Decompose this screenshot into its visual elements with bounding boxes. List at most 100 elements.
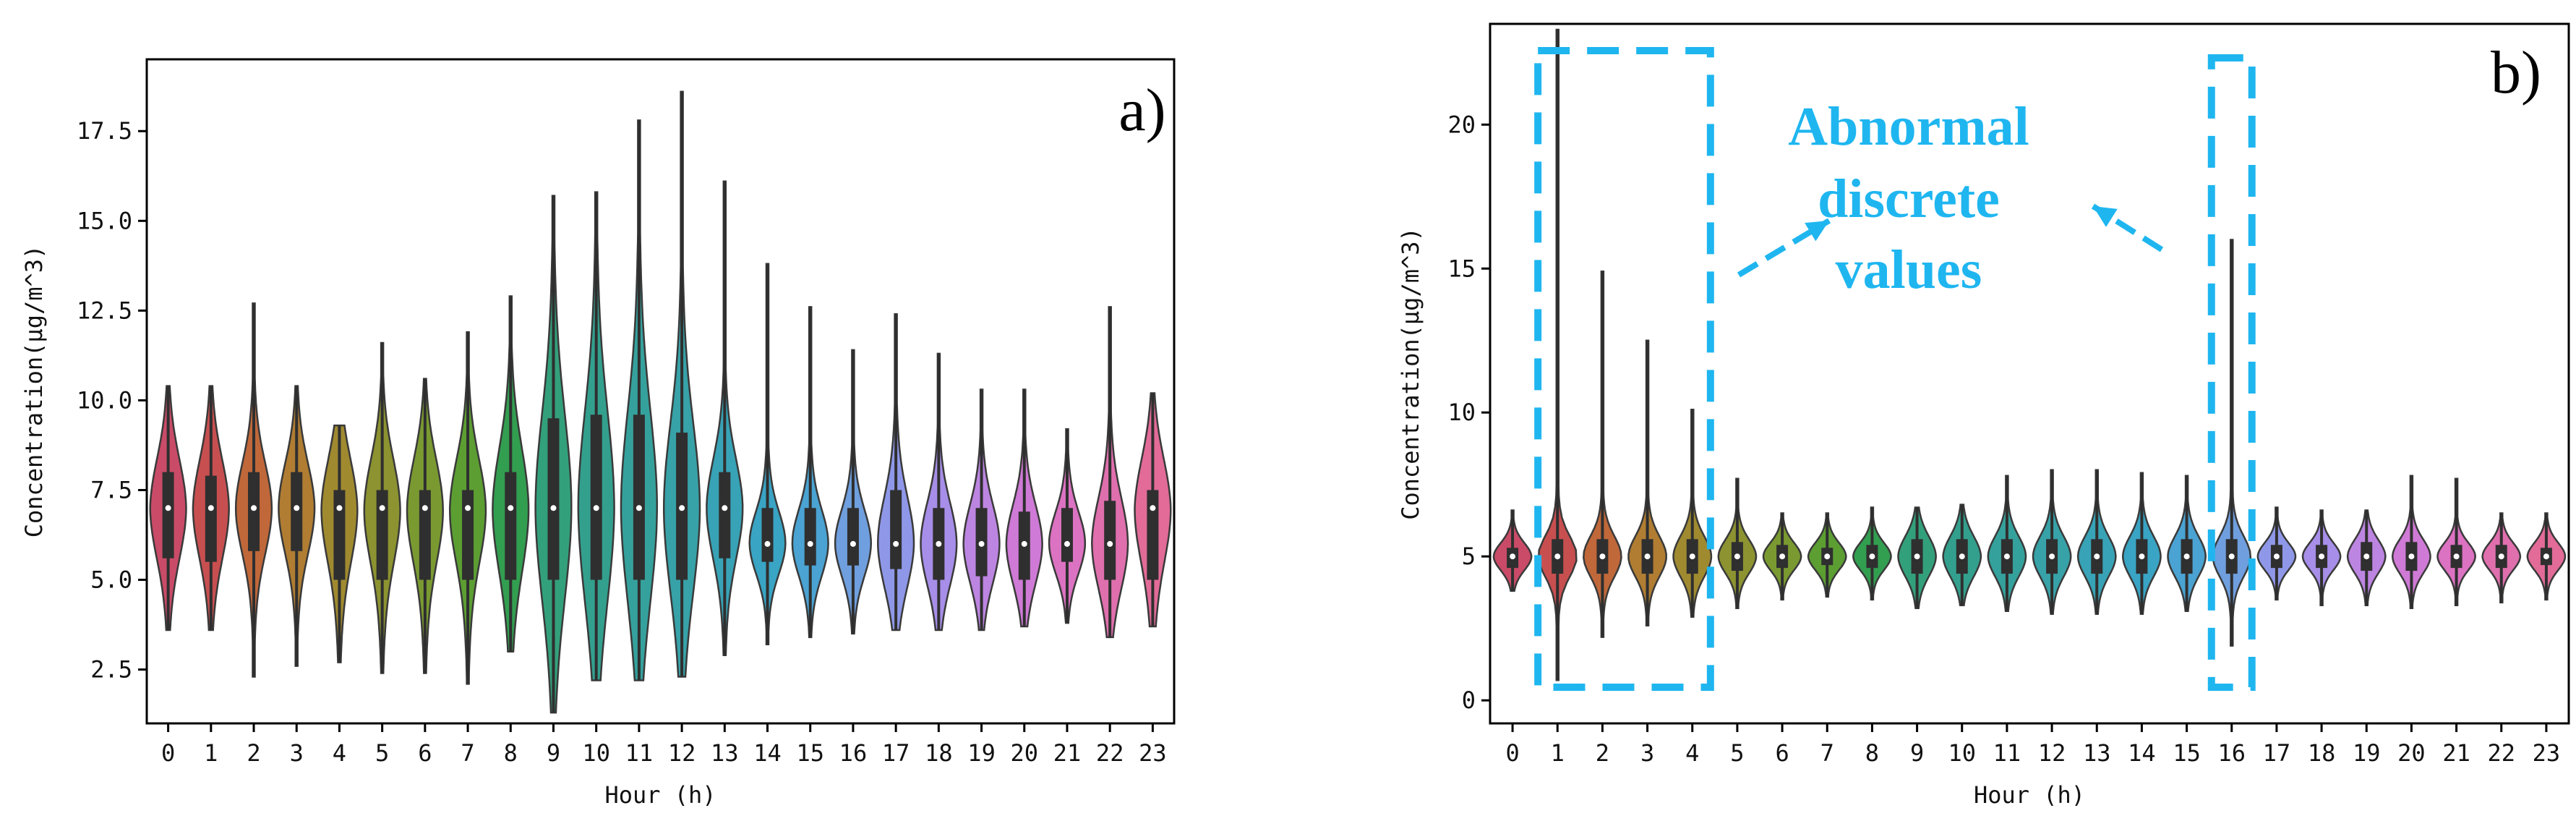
violin-median-dot-hour-13 [2094,553,2100,560]
violin-iqr-box-hour-14 [761,508,774,562]
violin-median-dot-hour-5 [1734,553,1740,560]
x-tick-label: 13 [711,739,739,767]
violin-iqr-box-hour-17 [890,490,902,569]
y-tick-label: 12.5 [77,297,132,324]
annotation-arrow-left-shaft [1737,218,1831,278]
x-axis-label: Hour (h) [1974,781,2085,809]
annotation-text-line-2: discrete [1818,169,2000,229]
y-axis-label: Concentration(μg/m^3) [20,245,48,538]
violin-iqr-box-hour-2 [248,472,260,551]
violin-iqr-box-hour-23 [1147,490,1159,580]
violin-iqr-box-hour-5 [376,490,388,580]
panel-a-violin-chart: 2.5 5.0 7.5 10.0 12.5 15.0 17.5 Concentration(μ… [20,58,1176,809]
x-tick-label: 5 [375,739,389,767]
panel-label: b) [2491,39,2541,106]
violin-iqr-box-hour-3 [291,472,303,551]
violin-iqr-box-hour-1 [205,475,217,562]
violin-median-dot-hour-20 [2408,553,2415,560]
violin-median-dot-hour-12 [679,505,685,511]
x-tick-label: 5 [1730,739,1744,767]
y-tick-label: 5.0 [90,566,132,594]
annotation-text-line-3: values [1836,239,1982,300]
plot-frame [1489,22,2570,725]
x-tick-label: 23 [2533,739,2561,767]
x-tick-label: 1 [204,739,218,767]
x-tick-label: 15 [796,739,824,767]
x-tick-label: 19 [967,739,996,767]
violin-median-dot-hour-9 [1914,553,1920,560]
x-tick-label: 13 [2083,739,2111,767]
x-tick-label: 17 [2263,739,2291,767]
violin-iqr-box-hour-0 [162,472,174,558]
violin-median-dot-hour-18 [2319,553,2325,560]
violin-median-dot-hour-6 [422,505,428,511]
x-tick-label: 12 [2038,739,2066,767]
violin-median-dot-hour-17 [893,540,899,547]
violin-iqr-box-hour-10 [590,414,602,580]
x-tick-label: 14 [753,739,782,767]
x-tick-label: 0 [161,739,175,767]
x-tick-label: 16 [839,739,868,767]
y-tick-label: 10.0 [77,386,132,414]
violin-median-dot-hour-13 [722,505,728,511]
violin-median-dot-hour-10 [1959,553,1965,560]
violin-median-dot-hour-4 [336,505,343,511]
y-tick-label: 15 [1447,255,1476,282]
violin-median-dot-hour-14 [2139,553,2145,560]
annotation-text-line-1: Abnormal [1788,96,2029,157]
violin-median-dot-hour-2 [251,505,257,511]
violin-median-dot-hour-15 [2183,553,2190,560]
violin-median-dot-hour-2 [1599,553,1606,560]
x-tick-label: 7 [1820,739,1834,767]
x-tick-label: 15 [2173,739,2201,767]
violin-iqr-box-hour-4 [333,490,346,580]
y-tick-label: 20 [1447,111,1476,138]
x-tick-label: 6 [1775,739,1789,767]
x-tick-label: 10 [1948,739,1976,767]
y-tick-label: 2.5 [90,656,132,684]
violin-median-dot-hour-6 [1779,553,1786,560]
violin-median-dot-hour-21 [2453,553,2460,560]
violin-iqr-box-hour-8 [505,472,517,580]
plot-frame [145,58,1176,725]
x-tick-label: 1 [1551,739,1565,767]
x-tick-label: 21 [2442,739,2470,767]
x-tick-label: 3 [1640,739,1654,767]
violin-median-dot-hour-5 [379,505,385,511]
violin-median-dot-hour-19 [978,540,985,547]
x-tick-label: 14 [2128,739,2156,767]
y-tick-label: 17.5 [77,117,132,145]
violin-median-dot-hour-16 [2228,553,2235,560]
violin-median-dot-hour-9 [550,505,557,511]
x-tick-label: 4 [1685,739,1699,767]
violin-iqr-box-hour-22 [1104,501,1116,580]
violin-median-dot-hour-3 [294,505,300,511]
violin-median-dot-hour-16 [850,540,856,547]
y-tick-label: 5 [1462,543,1476,570]
x-tick-label: 9 [1910,739,1924,767]
x-tick-label: 22 [2487,739,2515,767]
violin-iqr-box-hour-16 [847,508,859,566]
highlight-box-hours-1-4 [1534,47,1714,691]
x-tick-label: 21 [1053,739,1082,767]
x-tick-label: 11 [1993,739,2021,767]
x-tick-label: 11 [625,739,654,767]
violin-median-dot-hour-17 [2273,553,2280,560]
violin-iqr-box-hour-13 [719,472,731,558]
violin-median-dot-hour-11 [2003,553,2010,560]
violin-median-dot-hour-7 [465,505,471,511]
violin-median-dot-hour-4 [1689,553,1695,560]
x-tick-label: 17 [882,739,910,767]
violin-iqr-box-hour-7 [462,490,474,580]
x-tick-label: 8 [504,739,518,767]
y-tick-label: 15.0 [77,207,132,234]
x-tick-label: 2 [1596,739,1609,767]
annotation-arrow-right-head [2093,206,2118,227]
x-tick-label: 22 [1096,739,1124,767]
violin-median-dot-hour-0 [165,505,171,511]
violin-median-dot-hour-18 [936,540,942,547]
violin-median-dot-hour-22 [2498,553,2504,560]
x-tick-label: 16 [2217,739,2246,767]
violin-iqr-box-hour-15 [804,508,816,566]
